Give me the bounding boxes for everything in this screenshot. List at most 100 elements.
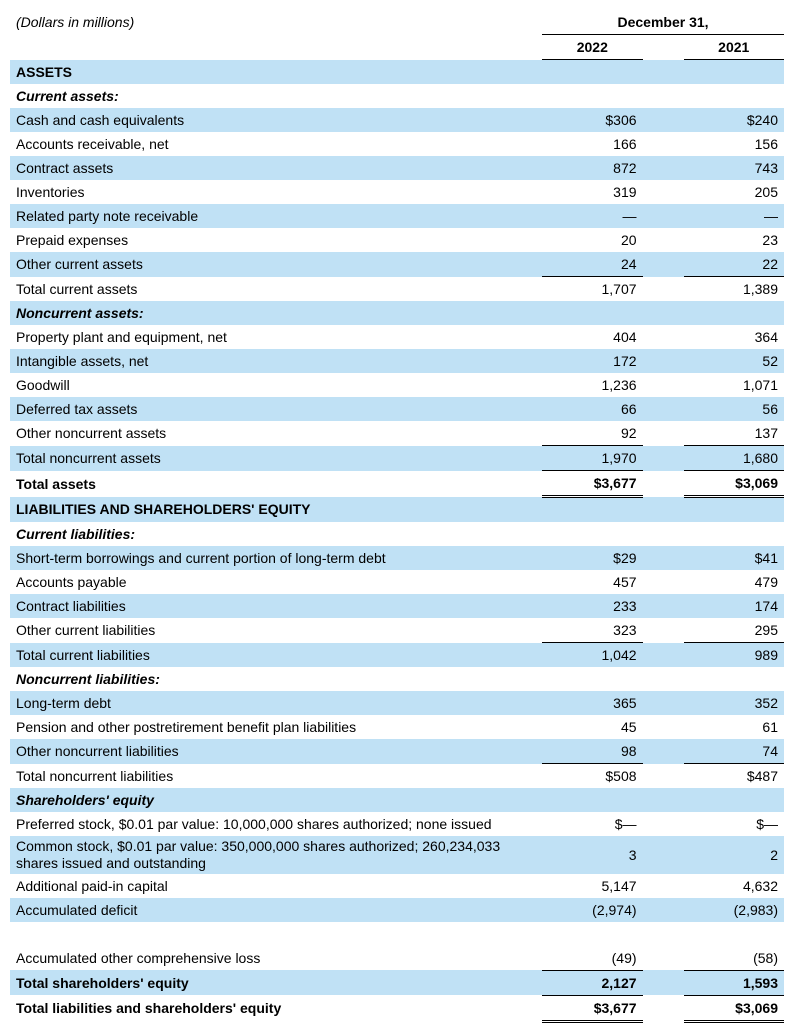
value-col1: 92: [542, 421, 642, 446]
table-header-row: (Dollars in millions) December 31,: [10, 10, 784, 35]
value-col2: 1,071: [684, 373, 784, 397]
value-col1: [542, 522, 642, 546]
table-row: Additional paid-in capital5,1474,632: [10, 874, 784, 898]
row-label: Total current liabilities: [10, 643, 542, 668]
subsection-title: Shareholders' equity: [10, 788, 542, 812]
value-col1: 5,147: [542, 874, 642, 898]
table-row: Goodwill1,2361,071: [10, 373, 784, 397]
row-label: Total current assets: [10, 277, 542, 302]
table-row: Other noncurrent liabilities9874: [10, 739, 784, 764]
value-col1: —: [542, 204, 642, 228]
table-row: Property plant and equipment, net404364: [10, 325, 784, 349]
value-col2: 56: [684, 397, 784, 421]
value-col1: 166: [542, 132, 642, 156]
value-col2: 22: [684, 252, 784, 277]
row-label: Intangible assets, net: [10, 349, 542, 373]
row-label: Contract liabilities: [10, 594, 542, 618]
row-label: Prepaid expenses: [10, 228, 542, 252]
table-row: Other current liabilities323295: [10, 618, 784, 643]
value-col2: 364: [684, 325, 784, 349]
value-col2: 1,389: [684, 277, 784, 302]
value-col2: 479: [684, 570, 784, 594]
value-col2: $41: [684, 546, 784, 570]
value-col1: 1,707: [542, 277, 642, 302]
value-col2: $487: [684, 764, 784, 789]
value-col2: 352: [684, 691, 784, 715]
value-col1: 3: [542, 836, 642, 874]
value-col1: 1,042: [542, 643, 642, 668]
row-label: Accumulated deficit: [10, 898, 542, 922]
table-row: Current liabilities:: [10, 522, 784, 546]
value-col1: [542, 667, 642, 691]
value-col1: [542, 84, 642, 108]
table-row: Deferred tax assets6656: [10, 397, 784, 421]
value-col2: 295: [684, 618, 784, 643]
value-col2: [684, 84, 784, 108]
row-label: Goodwill: [10, 373, 542, 397]
value-col1: 319: [542, 180, 642, 204]
table-row: Other noncurrent assets92 137: [10, 421, 784, 446]
value-col1: 24: [542, 252, 642, 277]
table-row: Accounts payable457479: [10, 570, 784, 594]
value-col1: 457: [542, 570, 642, 594]
value-col2: 23: [684, 228, 784, 252]
table-row: [10, 922, 784, 946]
row-label: Total shareholders' equity: [10, 970, 542, 995]
value-col2: (58): [684, 946, 784, 971]
row-label: Long-term debt: [10, 691, 542, 715]
row-label: Short-term borrowings and current portio…: [10, 546, 542, 570]
value-col1: [542, 788, 642, 812]
table-row: LIABILITIES AND SHAREHOLDERS' EQUITY: [10, 497, 784, 523]
table-row: Preferred stock, $0.01 par value: 10,000…: [10, 812, 784, 836]
value-col2: (2,983): [684, 898, 784, 922]
row-label: Other current assets: [10, 252, 542, 277]
value-col1: (2,974): [542, 898, 642, 922]
value-col2: $3,069: [684, 995, 784, 1021]
table-row: Total noncurrent assets1,9701,680: [10, 446, 784, 471]
value-col2: 137: [684, 421, 784, 446]
table-row: Common stock, $0.01 par value: 350,000,0…: [10, 836, 784, 874]
col-header-2022: 2022: [542, 35, 642, 60]
value-col1: $508: [542, 764, 642, 789]
value-col2: $3,069: [684, 471, 784, 497]
value-col2: 1,680: [684, 446, 784, 471]
table-row: Contract assets872743: [10, 156, 784, 180]
table-row: Contract liabilities233174: [10, 594, 784, 618]
row-label: Other noncurrent assets: [10, 421, 542, 446]
row-label: Inventories: [10, 180, 542, 204]
value-col1: (49): [542, 946, 642, 971]
table-row: Total liabilities and shareholders' equi…: [10, 995, 784, 1021]
value-col1: 872: [542, 156, 642, 180]
value-col2: 2: [684, 836, 784, 874]
spacer-cell: [10, 922, 542, 946]
value-col1: $3,677: [542, 471, 642, 497]
table-row: Short-term borrowings and current portio…: [10, 546, 784, 570]
value-col2: 743: [684, 156, 784, 180]
value-col1: 172: [542, 349, 642, 373]
value-col2: [684, 60, 784, 85]
value-col1: 45: [542, 715, 642, 739]
value-col2: [684, 788, 784, 812]
value-col2: 52: [684, 349, 784, 373]
row-label: Other noncurrent liabilities: [10, 739, 542, 764]
value-col2: 989: [684, 643, 784, 668]
value-col1: [542, 301, 642, 325]
value-col2: 74: [684, 739, 784, 764]
value-col2: [684, 522, 784, 546]
table-row: Other current assets24 22: [10, 252, 784, 277]
period-header: December 31,: [542, 10, 784, 35]
table-row: Total current liabilities1,042 989: [10, 643, 784, 668]
value-col1: 66: [542, 397, 642, 421]
row-label: Additional paid-in capital: [10, 874, 542, 898]
value-col1: 233: [542, 594, 642, 618]
caption: (Dollars in millions): [10, 10, 542, 35]
row-label: Cash and cash equivalents: [10, 108, 542, 132]
table-row: ASSETS: [10, 60, 784, 85]
table-row: Total current assets1,707 1,389: [10, 277, 784, 302]
subsection-title: Noncurrent assets:: [10, 301, 542, 325]
row-label: Accumulated other comprehensive loss: [10, 946, 542, 971]
row-label: Common stock, $0.01 par value: 350,000,0…: [10, 836, 542, 874]
row-label: Related party note receivable: [10, 204, 542, 228]
table-row: Total assets$3,677$3,069: [10, 471, 784, 497]
value-col1: 323: [542, 618, 642, 643]
